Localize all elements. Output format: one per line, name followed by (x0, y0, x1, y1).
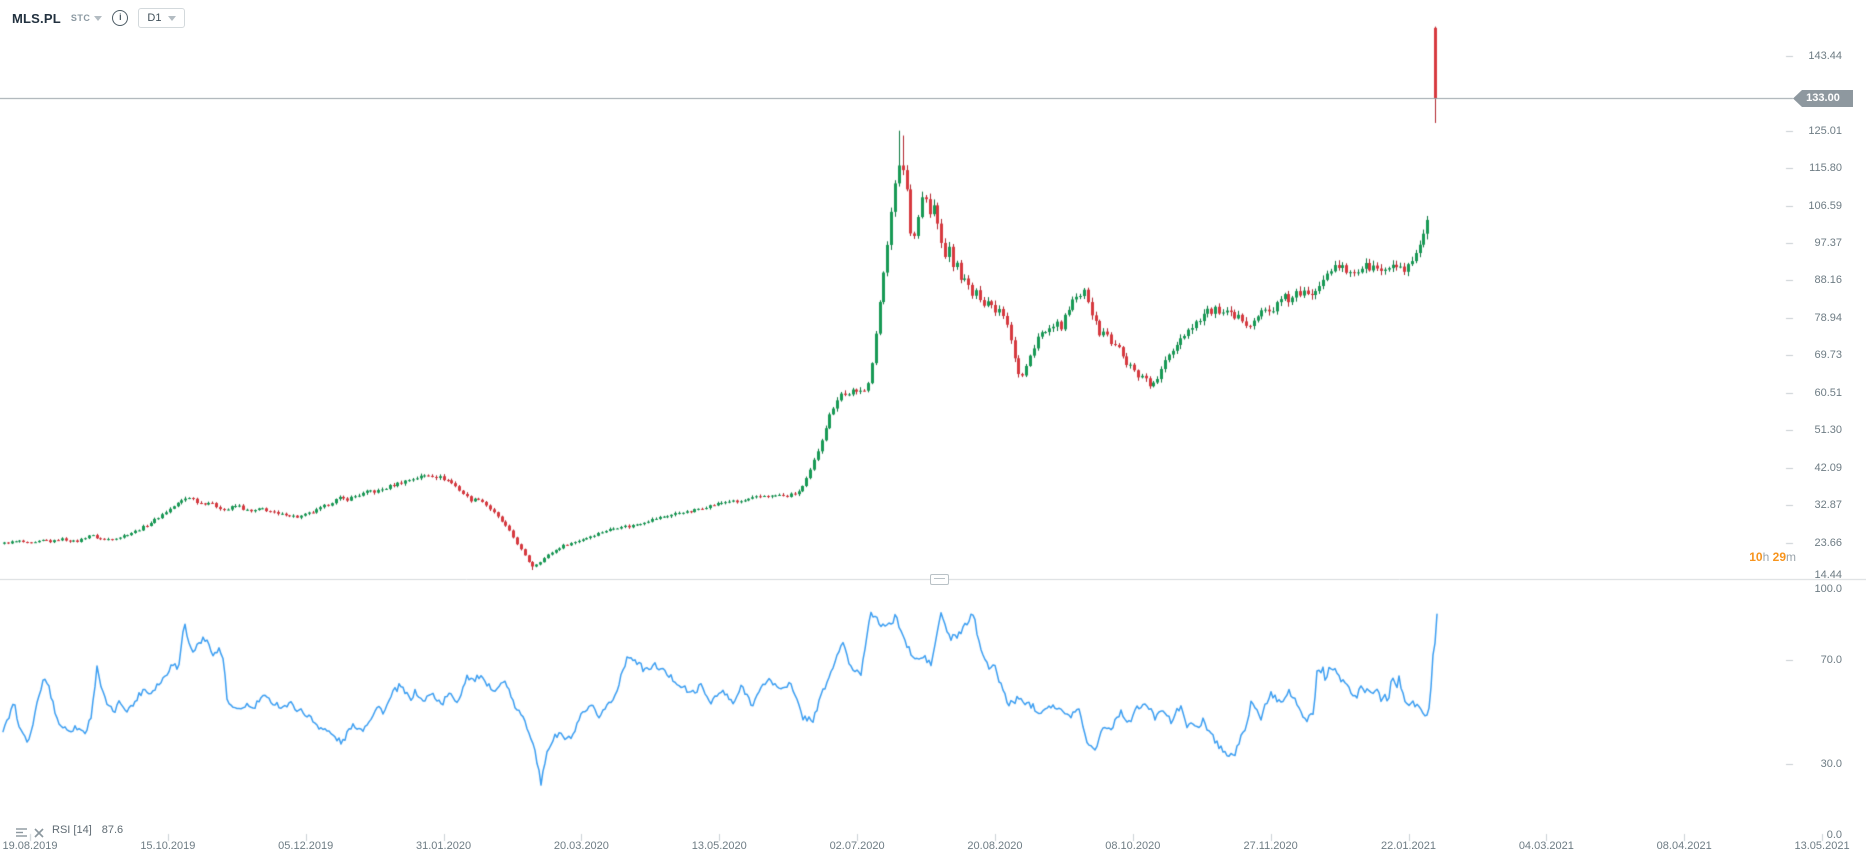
date-axis-label: 08.04.2021 (1656, 840, 1712, 852)
date-axis-label: 05.12.2019 (278, 840, 334, 852)
countdown-hours: 10 (1749, 550, 1763, 564)
date-axis-label: 13.05.2021 (1794, 840, 1850, 852)
date-axis-label: 08.10.2020 (1105, 840, 1161, 852)
current-price-tag: 133.00 (1793, 90, 1853, 107)
price-axis-label: 125.01 (1808, 124, 1842, 137)
price-axis-label: 14.44 (1814, 569, 1842, 581)
rsi-name: RSI (52, 824, 71, 836)
timeframe-label: D1 (147, 12, 162, 24)
price-axis-label: 106.59 (1808, 199, 1842, 212)
price-axis-label: 143.44 (1808, 49, 1842, 62)
date-axis-label: 04.03.2021 (1518, 840, 1574, 852)
info-circle-icon[interactable]: i (112, 10, 129, 26)
date-axis-label: 31.01.2020 (416, 840, 472, 852)
price-axis-label: 88.16 (1814, 274, 1842, 287)
price-axis-label: 97.37 (1814, 236, 1842, 249)
rsi-indicator-label: RSI [14] (52, 824, 92, 836)
date-axis-label: 19.08.2019 (2, 840, 58, 852)
market-dropdown[interactable]: STC (71, 13, 103, 23)
date-axis-label: 20.08.2020 (967, 840, 1023, 852)
price-axis-label: 23.66 (1814, 536, 1842, 549)
chart-header: MLS.PL STC i D1 (12, 8, 186, 28)
rsi-axis-label: 70.0 (1820, 654, 1842, 666)
countdown-minutes-unit: m (1786, 550, 1796, 564)
chevron-down-icon (168, 15, 177, 21)
timeframe-button[interactable]: D1 (138, 8, 186, 28)
price-axis-label: 69.73 (1814, 349, 1842, 362)
chevron-down-icon (94, 15, 103, 21)
countdown-hours-unit: h (1762, 550, 1770, 564)
rsi-axis-label: 30.0 (1820, 758, 1842, 770)
countdown-minutes: 29 (1772, 550, 1786, 564)
symbol-label: MLS.PL (12, 10, 61, 26)
price-axis-label: 115.80 (1809, 162, 1842, 175)
rsi-axis-label: 100.0 (1814, 583, 1842, 595)
date-axis-label: 22.01.2021 (1380, 840, 1437, 852)
price-axis-label: 60.51 (1814, 386, 1842, 399)
price-axis-label: 51.30 (1814, 424, 1842, 437)
date-axis-label: 15.10.2019 (140, 840, 196, 852)
price-axis-label: 78.94 (1814, 311, 1842, 324)
price-axis[interactable]: 143.44 125.01 115.80 106.59 97.37 88.16 78.94 6… (1776, 0, 1866, 865)
rsi-value: 87.6 (101, 824, 124, 836)
rsi-axis-label: 0.0 (1826, 829, 1842, 841)
date-axis-label: 20.03.2020 (553, 840, 609, 852)
price-axis-label: 32.87 (1814, 499, 1842, 512)
date-axis-label: 27.11.2020 (1243, 840, 1298, 852)
date-axis-label: 13.05.2020 (691, 840, 747, 852)
rsi-period: [14] (73, 824, 92, 836)
indicator-remove-icon[interactable] (34, 825, 45, 838)
rsi-legend: RSI [14] 87.6 (16, 824, 124, 838)
indicator-settings-icon[interactable] (16, 825, 27, 837)
bar-close-countdown: 10h 29m (1749, 550, 1796, 564)
price-axis-label: 42.09 (1814, 461, 1842, 474)
market-label: STC (70, 13, 91, 23)
pane-resize-handle[interactable] (930, 574, 949, 585)
date-axis-label: 02.07.2020 (829, 840, 885, 852)
